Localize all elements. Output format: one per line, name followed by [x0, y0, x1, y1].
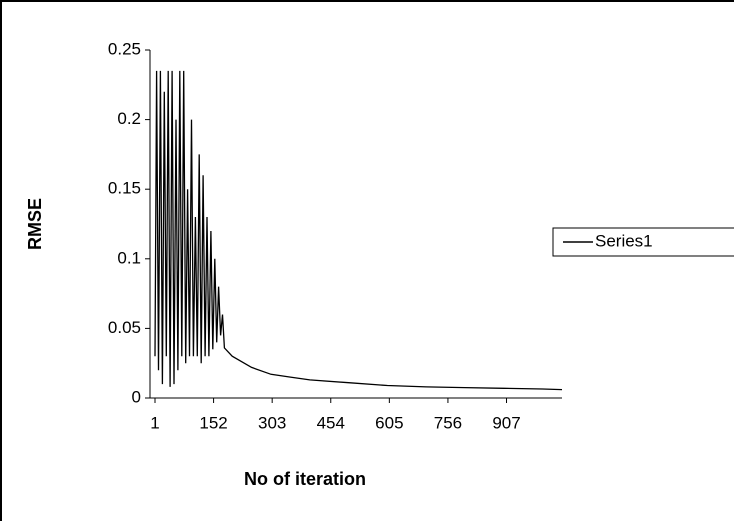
- x-axis-title: No of iteration: [244, 469, 366, 489]
- x-tick-label: 152: [199, 413, 227, 432]
- x-tick-label: 756: [434, 413, 462, 432]
- y-tick-label: 0.25: [108, 39, 141, 58]
- y-tick-label: 0.2: [117, 109, 141, 128]
- y-tick-label: 0.15: [108, 179, 141, 198]
- y-tick-label: 0.05: [108, 318, 141, 337]
- x-tick-label: 1: [150, 413, 159, 432]
- x-tick-label: 907: [492, 413, 520, 432]
- series-line: [154, 70, 563, 391]
- x-tick-label: 605: [375, 413, 403, 432]
- y-tick-label: 0.1: [117, 248, 141, 267]
- x-tick-label: 454: [317, 413, 345, 432]
- x-tick-label: 303: [258, 413, 286, 432]
- y-axis-title: RMSE: [25, 198, 45, 250]
- legend-label: Series1: [595, 231, 653, 250]
- y-tick-label: 0: [132, 387, 141, 406]
